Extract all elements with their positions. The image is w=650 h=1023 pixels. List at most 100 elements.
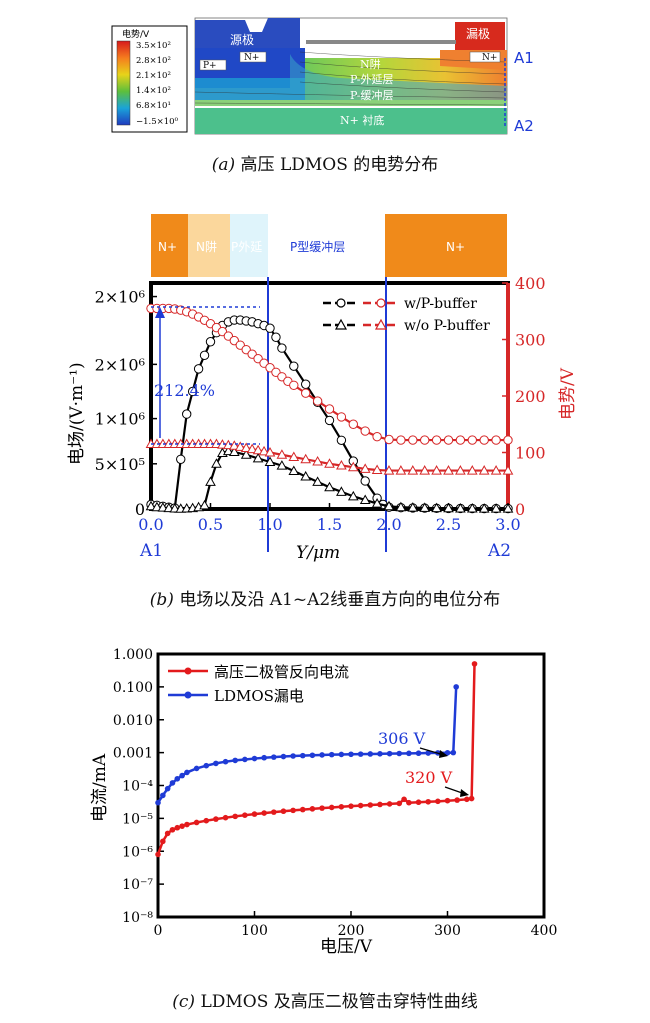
region-n-plus-right <box>385 214 507 277</box>
x-tick-label-b: 3.0 <box>495 515 520 534</box>
y-tick-label-b: 1×10⁶ <box>95 410 145 429</box>
data-point-c <box>280 753 287 760</box>
data-point-c <box>319 752 325 758</box>
electric-field-potential-chart: N+ N阱 P外延 P型缓冲层 N+ 0.0 0.5 1.0 1.5 2.0 2.5 3.0… <box>67 214 578 563</box>
y-tick-label-b: 2×10⁶ <box>95 288 145 307</box>
data-point-b <box>455 502 466 513</box>
data-point-b <box>145 500 157 511</box>
data-point-c <box>184 821 190 828</box>
data-point-b <box>276 449 288 459</box>
data-point-b <box>455 465 466 475</box>
data-point-b <box>359 463 371 473</box>
data-point-c <box>174 824 181 831</box>
data-point-c <box>425 798 432 805</box>
y-tick-label-c: 10⁻⁵ <box>122 811 153 827</box>
data-point-b <box>395 501 407 512</box>
data-point-b <box>187 386 198 397</box>
data-point-b <box>288 451 300 462</box>
data-point-b <box>371 498 383 508</box>
data-point-b <box>336 459 347 470</box>
data-point-c <box>160 792 166 799</box>
data-point-b <box>455 435 466 445</box>
data-point-c <box>406 750 412 757</box>
data-point-c <box>280 808 287 815</box>
data-point-c <box>290 753 296 759</box>
data-point-b <box>347 490 359 501</box>
x-tick-label-b: 1.0 <box>257 515 282 534</box>
x-tick-label-c: 400 <box>531 923 558 939</box>
y2-tick-label-b: 300 <box>515 331 546 350</box>
data-point-c <box>309 806 316 812</box>
data-point-b <box>443 435 454 445</box>
data-point-b <box>479 435 489 445</box>
caption-b-prefix: (b) <box>149 590 174 610</box>
data-point-b <box>276 460 288 470</box>
data-point-c <box>367 802 374 808</box>
data-point-c <box>179 772 185 779</box>
x-tick-label-b: 2.5 <box>436 515 461 534</box>
caption-b: (b) 电场以及沿 A1~A2线垂直方向的电位分布 <box>0 585 650 610</box>
legend-tick-4: 6.8×10¹ <box>136 101 171 111</box>
data-point-c <box>213 816 219 822</box>
data-point-b <box>466 503 478 513</box>
data-point-b <box>324 458 335 468</box>
data-point-b <box>371 464 383 475</box>
data-point-c <box>261 810 267 816</box>
region-n-plus-left <box>151 214 188 277</box>
data-point-c <box>203 817 210 824</box>
region-label-4: N+ <box>446 240 465 254</box>
data-point-c <box>444 797 451 804</box>
data-point-b <box>300 453 312 464</box>
data-point-b <box>431 502 442 513</box>
data-point-c <box>222 814 229 821</box>
data-point-c <box>328 804 335 811</box>
data-point-b <box>407 465 419 475</box>
caption-a-text: 高压 LDMOS 的电势分布 <box>240 155 439 175</box>
data-point-b <box>502 465 514 475</box>
data-point-c <box>386 750 393 757</box>
data-point-b <box>383 465 395 475</box>
data-point-c <box>377 801 383 808</box>
legend-tick-2: 2.1×10² <box>136 71 171 81</box>
legend-tick-1: 2.8×10² <box>136 56 171 66</box>
data-point-c <box>290 807 296 814</box>
data-point-b <box>443 502 454 513</box>
potential-distribution-figure: 电势/V 3.5×10² 2.8×10² 2.1×10² 1.4×10² 6.8… <box>111 17 534 135</box>
data-point-c <box>468 795 475 802</box>
legend-item-0: w/P-buffer <box>404 296 477 312</box>
data-point-c <box>271 754 277 760</box>
data-point-c <box>328 751 335 758</box>
annotation-212: 212.4% <box>154 381 215 400</box>
caption-b-text: 电场以及沿 A1~A2线垂直方向的电位分布 <box>179 590 501 610</box>
data-point-b <box>271 332 281 342</box>
y2-tick-label-b: 400 <box>515 274 546 293</box>
legend-c-item-0: 高压二极管反向电流 <box>214 663 349 681</box>
data-point-b <box>360 426 370 436</box>
data-point-c <box>299 752 306 759</box>
data-point-b <box>419 502 431 512</box>
data-point-c <box>415 799 422 806</box>
data-point-b <box>478 503 490 513</box>
data-point-c <box>396 800 403 807</box>
data-point-c <box>251 811 258 817</box>
region-label-3: P型缓冲层 <box>290 239 345 254</box>
data-point-b <box>258 445 270 456</box>
data-point-c <box>271 809 277 815</box>
data-point-b <box>348 419 358 429</box>
y2-tick-label-b: 0 <box>515 500 525 519</box>
data-point-b <box>264 446 276 457</box>
label-a2-b: A2 <box>487 541 511 561</box>
y-tick-label-b: 5×10⁵ <box>95 455 145 474</box>
data-point-c <box>450 749 457 756</box>
label-n-plus-drain: N+ <box>482 53 497 63</box>
data-point-c <box>299 806 306 813</box>
x-tick-label-c: 100 <box>241 923 268 939</box>
data-point-b <box>503 435 513 445</box>
data-point-b <box>312 476 323 486</box>
data-point-b <box>199 499 210 510</box>
caption-a-prefix: (a) <box>211 155 236 175</box>
data-point-b <box>205 337 216 347</box>
data-point-b <box>372 431 382 442</box>
y-axis-label-c: 电流/mA <box>90 753 110 822</box>
data-point-c <box>184 769 190 776</box>
